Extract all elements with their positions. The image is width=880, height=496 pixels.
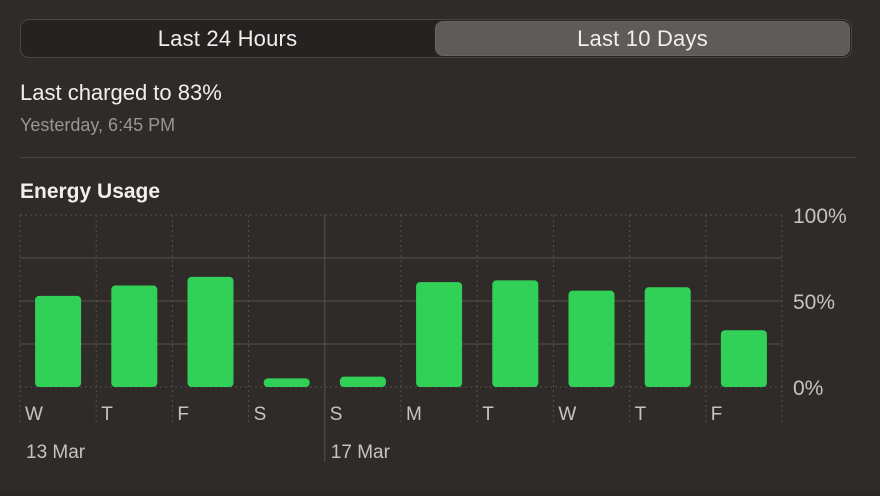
usage-bar <box>35 295 82 387</box>
energy-usage-title: Energy Usage <box>20 180 161 203</box>
x-tick-label: F <box>711 404 723 425</box>
date-label: 17 Mar <box>331 442 391 463</box>
section-divider <box>20 157 856 158</box>
usage-bar <box>644 287 691 387</box>
y-tick-label: 0% <box>793 377 823 400</box>
x-tick-label: W <box>558 404 576 425</box>
usage-bar <box>187 276 234 387</box>
usage-bar <box>263 378 310 387</box>
tab-last-10-days[interactable]: Last 10 Days <box>435 21 850 56</box>
usage-bar <box>568 290 615 387</box>
x-tick-label: T <box>482 404 494 425</box>
usage-bar <box>416 282 463 387</box>
usage-bar <box>492 280 539 387</box>
usage-bar <box>720 330 767 387</box>
panel-bottom-edge <box>0 492 880 496</box>
y-tick-label: 50% <box>793 291 835 314</box>
usage-bar <box>339 376 386 387</box>
x-tick-label: T <box>101 404 113 425</box>
x-tick-label: W <box>25 404 43 425</box>
x-tick-label: F <box>177 404 189 425</box>
date-label: 13 Mar <box>26 442 86 463</box>
x-tick-label: S <box>330 404 343 425</box>
last-charged-status: Last charged to 83% <box>20 80 222 105</box>
x-tick-label: S <box>254 404 267 425</box>
time-range-segmented-control[interactable]: Last 24 Hours Last 10 Days <box>20 19 852 58</box>
y-tick-label: 100% <box>793 205 847 228</box>
x-tick-label: M <box>406 404 422 425</box>
x-tick-label: T <box>635 404 647 425</box>
last-charged-time: Yesterday, 6:45 PM <box>20 115 176 135</box>
tab-last-24-hours[interactable]: Last 24 Hours <box>157 25 298 51</box>
usage-bar <box>111 285 158 387</box>
